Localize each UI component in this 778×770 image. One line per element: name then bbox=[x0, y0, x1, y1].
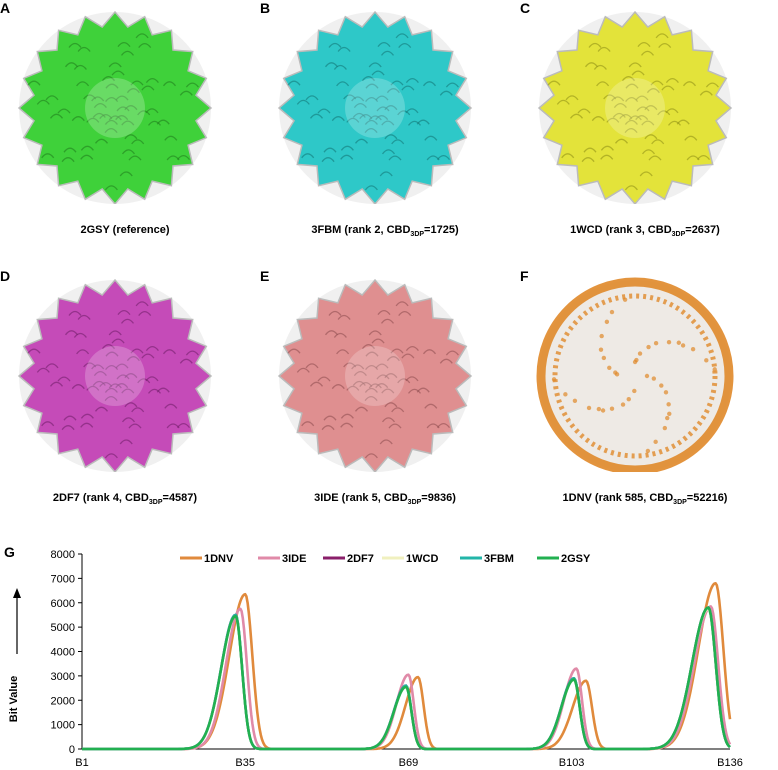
virus-capsid-image bbox=[17, 10, 213, 204]
panel-letter: C bbox=[520, 0, 531, 16]
series-line-2gsy bbox=[81, 606, 731, 751]
legend-label: 3FBM bbox=[484, 553, 514, 565]
panel-e: E 3IDE (rank 5, CBD3DP=9836) bbox=[260, 268, 510, 508]
panel-letter: B bbox=[260, 0, 271, 16]
y-axis-label: Bit Value bbox=[8, 676, 20, 722]
panel-caption: 1DNV (rank 585, CBD3DP=52216) bbox=[562, 492, 728, 507]
panel-caption: 2GSY (reference) bbox=[80, 224, 170, 236]
series-line-3ide bbox=[81, 605, 732, 751]
panel-f: F 1DNV (rank 585, CBD3DP=52216) bbox=[520, 268, 770, 508]
x-tick-label: B103 bbox=[559, 757, 585, 769]
panel-d: D 2DF7 (rank 4, CBD3DP=4587) bbox=[0, 268, 250, 508]
series-line-1wcd bbox=[81, 607, 731, 751]
legend-label: 1WCD bbox=[406, 553, 438, 565]
virus-capsid-image bbox=[277, 278, 473, 472]
panel-letter: D bbox=[0, 268, 11, 284]
y-tick-label: 5000 bbox=[51, 622, 75, 634]
panel-letter: F bbox=[520, 268, 529, 284]
y-tick-label: 4000 bbox=[51, 647, 75, 659]
legend-label: 2DF7 bbox=[347, 553, 374, 565]
y-tick-label: 2000 bbox=[51, 695, 75, 707]
virus-capsid-image bbox=[17, 278, 213, 472]
bit-value-line-chart: G 0 1000 2000 3000 4000 5000 6000 7000 8000 B1 B35 B… bbox=[4, 544, 743, 769]
legend-label: 1DNV bbox=[204, 553, 234, 565]
panel-c: C 1WCD (rank 3, CBD3DP=2637) bbox=[520, 0, 770, 240]
panel-letter: A bbox=[0, 0, 11, 16]
legend-label: 2GSY bbox=[561, 553, 591, 565]
legend-label: 3IDE bbox=[282, 553, 306, 565]
virus-capsid-image bbox=[536, 277, 734, 472]
y-tick-label: 6000 bbox=[51, 598, 75, 610]
x-tick-label: B136 bbox=[717, 757, 743, 769]
panel-b: B 3FBM (rank 2, CBD3DP=1725) bbox=[260, 0, 510, 240]
y-tick-label: 7000 bbox=[51, 573, 75, 585]
virus-capsid-image bbox=[537, 10, 733, 204]
y-tick-label: 0 bbox=[69, 744, 75, 756]
y-tick-label: 1000 bbox=[51, 720, 75, 732]
y-tick-label: 8000 bbox=[51, 549, 75, 561]
y-tick-label: 3000 bbox=[51, 671, 75, 683]
y-axis-arrowhead bbox=[13, 588, 21, 598]
panel-caption: 2DF7 (rank 4, CBD3DP=4587) bbox=[52, 492, 198, 507]
panel-letter-g: G bbox=[4, 544, 15, 560]
series-line-1dnv bbox=[81, 582, 732, 751]
panel-letter: E bbox=[260, 268, 270, 284]
virus-capsid-image bbox=[277, 10, 473, 204]
panel-a: A 2GSY (reference) bbox=[0, 0, 250, 240]
panel-caption: 1WCD (rank 3, CBD3DP=2637) bbox=[570, 224, 720, 239]
x-tick-label: B69 bbox=[399, 757, 419, 769]
panel-caption: 3FBM (rank 2, CBD3DP=1725) bbox=[311, 224, 459, 239]
panel-caption: 3IDE (rank 5, CBD3DP=9836) bbox=[314, 492, 456, 507]
x-tick-label: B35 bbox=[235, 757, 255, 769]
x-tick-label: B1 bbox=[75, 757, 88, 769]
